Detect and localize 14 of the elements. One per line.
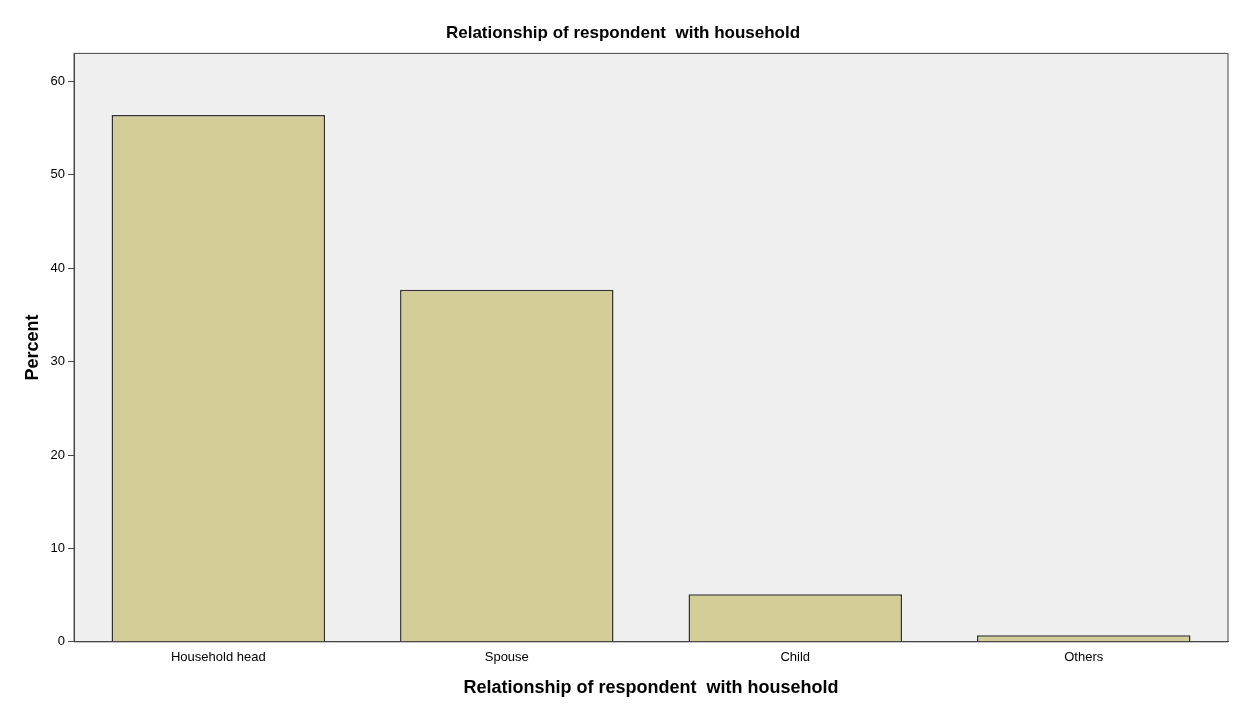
y-tick-label: 10 (50, 539, 66, 555)
y-tick-label: 0 (57, 633, 66, 649)
x-tick-label: Child (780, 649, 811, 665)
y-tick-label: 30 (50, 353, 66, 369)
y-tick-label: 50 (50, 166, 66, 182)
chart-title: Relationship of respondent with household (445, 22, 801, 42)
x-tick-label: Household head (170, 649, 266, 665)
y-axis-title: Percent (21, 314, 42, 381)
y-tick-label: 20 (50, 446, 66, 462)
x-tick-label: Others (1064, 649, 1104, 665)
y-tick-label: 40 (50, 259, 66, 275)
x-axis-title: Relationship of respondent with household (463, 677, 839, 698)
x-tick-label: Spouse (484, 649, 529, 665)
y-tick-label: 60 (50, 73, 66, 88)
